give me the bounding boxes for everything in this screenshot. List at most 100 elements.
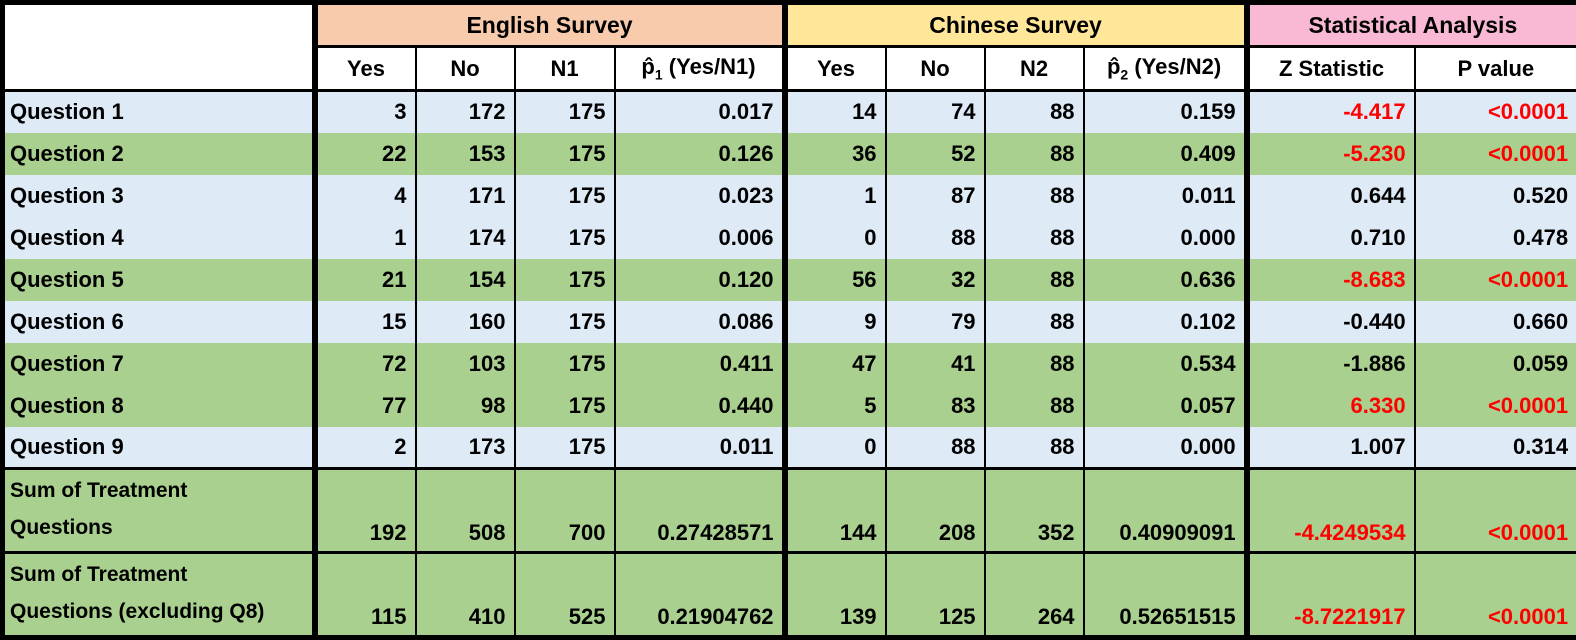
row-label-cell: Question 8	[3, 385, 315, 427]
value-cell: 525	[515, 553, 615, 638]
value-cell: 52	[886, 133, 985, 175]
p-value-cell: 0.314	[1415, 427, 1576, 469]
value-cell: 352	[985, 469, 1084, 553]
col-header-n2: N2	[985, 47, 1084, 91]
group-header-statistical-analysis: Statistical Analysis	[1247, 3, 1576, 47]
group-header-english-survey: English Survey	[315, 3, 785, 47]
row-label-cell: Question 6	[3, 301, 315, 343]
p-value-cell: 0.059	[1415, 343, 1576, 385]
value-cell: 98	[416, 385, 515, 427]
row-label-cell: Question 9	[3, 427, 315, 469]
value-cell: 264	[985, 553, 1084, 638]
z-statistic-cell: -4.4249534	[1247, 469, 1415, 553]
value-cell: 0.102	[1084, 301, 1247, 343]
value-cell: 208	[886, 469, 985, 553]
value-cell: 88	[985, 385, 1084, 427]
value-cell: 0	[785, 427, 886, 469]
row-label-cell: Sum of Treatment Questions	[3, 469, 315, 553]
value-cell: 0.017	[615, 91, 785, 133]
value-cell: 174	[416, 217, 515, 259]
z-statistic-cell: 1.007	[1247, 427, 1415, 469]
col-header-phat2: p̂2 (Yes/N2)	[1084, 47, 1247, 91]
z-statistic-cell: -0.440	[1247, 301, 1415, 343]
value-cell: 74	[886, 91, 985, 133]
value-cell: 0.159	[1084, 91, 1247, 133]
col-header-yes-en: Yes	[315, 47, 416, 91]
value-cell: 88	[985, 427, 1084, 469]
value-cell: 72	[315, 343, 416, 385]
value-cell: 160	[416, 301, 515, 343]
value-cell: 175	[515, 427, 615, 469]
col-header-z-statistic: Z Statistic	[1247, 47, 1415, 91]
value-cell: 79	[886, 301, 985, 343]
z-statistic-cell: -4.417	[1247, 91, 1415, 133]
value-cell: 0.086	[615, 301, 785, 343]
z-statistic-cell: -5.230	[1247, 133, 1415, 175]
z-statistic-cell: -8.683	[1247, 259, 1415, 301]
col-header-yes-cn: Yes	[785, 47, 886, 91]
value-cell: 0.006	[615, 217, 785, 259]
p-value-cell: 0.660	[1415, 301, 1576, 343]
value-cell: 88	[985, 217, 1084, 259]
z-statistic-cell: 0.644	[1247, 175, 1415, 217]
phat1-formula: (Yes/N1)	[663, 54, 756, 79]
value-cell: 5	[785, 385, 886, 427]
value-cell: 103	[416, 343, 515, 385]
p-value-cell: <0.0001	[1415, 259, 1576, 301]
value-cell: 175	[515, 133, 615, 175]
value-cell: 36	[785, 133, 886, 175]
value-cell: 171	[416, 175, 515, 217]
p-value-cell: <0.0001	[1415, 91, 1576, 133]
row-label-cell: Question 4	[3, 217, 315, 259]
value-cell: 88	[886, 427, 985, 469]
group-header-chinese-survey: Chinese Survey	[785, 3, 1247, 47]
value-cell: 0.126	[615, 133, 785, 175]
value-cell: 47	[785, 343, 886, 385]
value-cell: 410	[416, 553, 515, 638]
value-cell: 0.120	[615, 259, 785, 301]
value-cell: 88	[985, 91, 1084, 133]
col-header-no-cn: No	[886, 47, 985, 91]
z-statistic-cell: 0.710	[1247, 217, 1415, 259]
phat1-symbol: p̂	[641, 54, 654, 79]
value-cell: 0.411	[615, 343, 785, 385]
value-cell: 0.000	[1084, 427, 1247, 469]
value-cell: 22	[315, 133, 416, 175]
p-value-cell: 0.520	[1415, 175, 1576, 217]
col-header-no-en: No	[416, 47, 515, 91]
p-value-cell: <0.0001	[1415, 469, 1576, 553]
z-statistic-cell: -8.7221917	[1247, 553, 1415, 638]
col-header-phat1: p̂1 (Yes/N1)	[615, 47, 785, 91]
value-cell: 0.011	[1084, 175, 1247, 217]
value-cell: 154	[416, 259, 515, 301]
value-cell: 88	[985, 259, 1084, 301]
value-cell: 88	[886, 217, 985, 259]
value-cell: 173	[416, 427, 515, 469]
value-cell: 0.011	[615, 427, 785, 469]
value-cell: 139	[785, 553, 886, 638]
value-cell: 125	[886, 553, 985, 638]
value-cell: 0.440	[615, 385, 785, 427]
value-cell: 153	[416, 133, 515, 175]
value-cell: 88	[985, 301, 1084, 343]
value-cell: 83	[886, 385, 985, 427]
value-cell: 175	[515, 175, 615, 217]
row-label-cell: Question 2	[3, 133, 315, 175]
value-cell: 0	[785, 217, 886, 259]
value-cell: 0.409	[1084, 133, 1247, 175]
value-cell: 41	[886, 343, 985, 385]
value-cell: 88	[985, 343, 1084, 385]
value-cell: 77	[315, 385, 416, 427]
value-cell: 0.27428571	[615, 469, 785, 553]
value-cell: 144	[785, 469, 886, 553]
